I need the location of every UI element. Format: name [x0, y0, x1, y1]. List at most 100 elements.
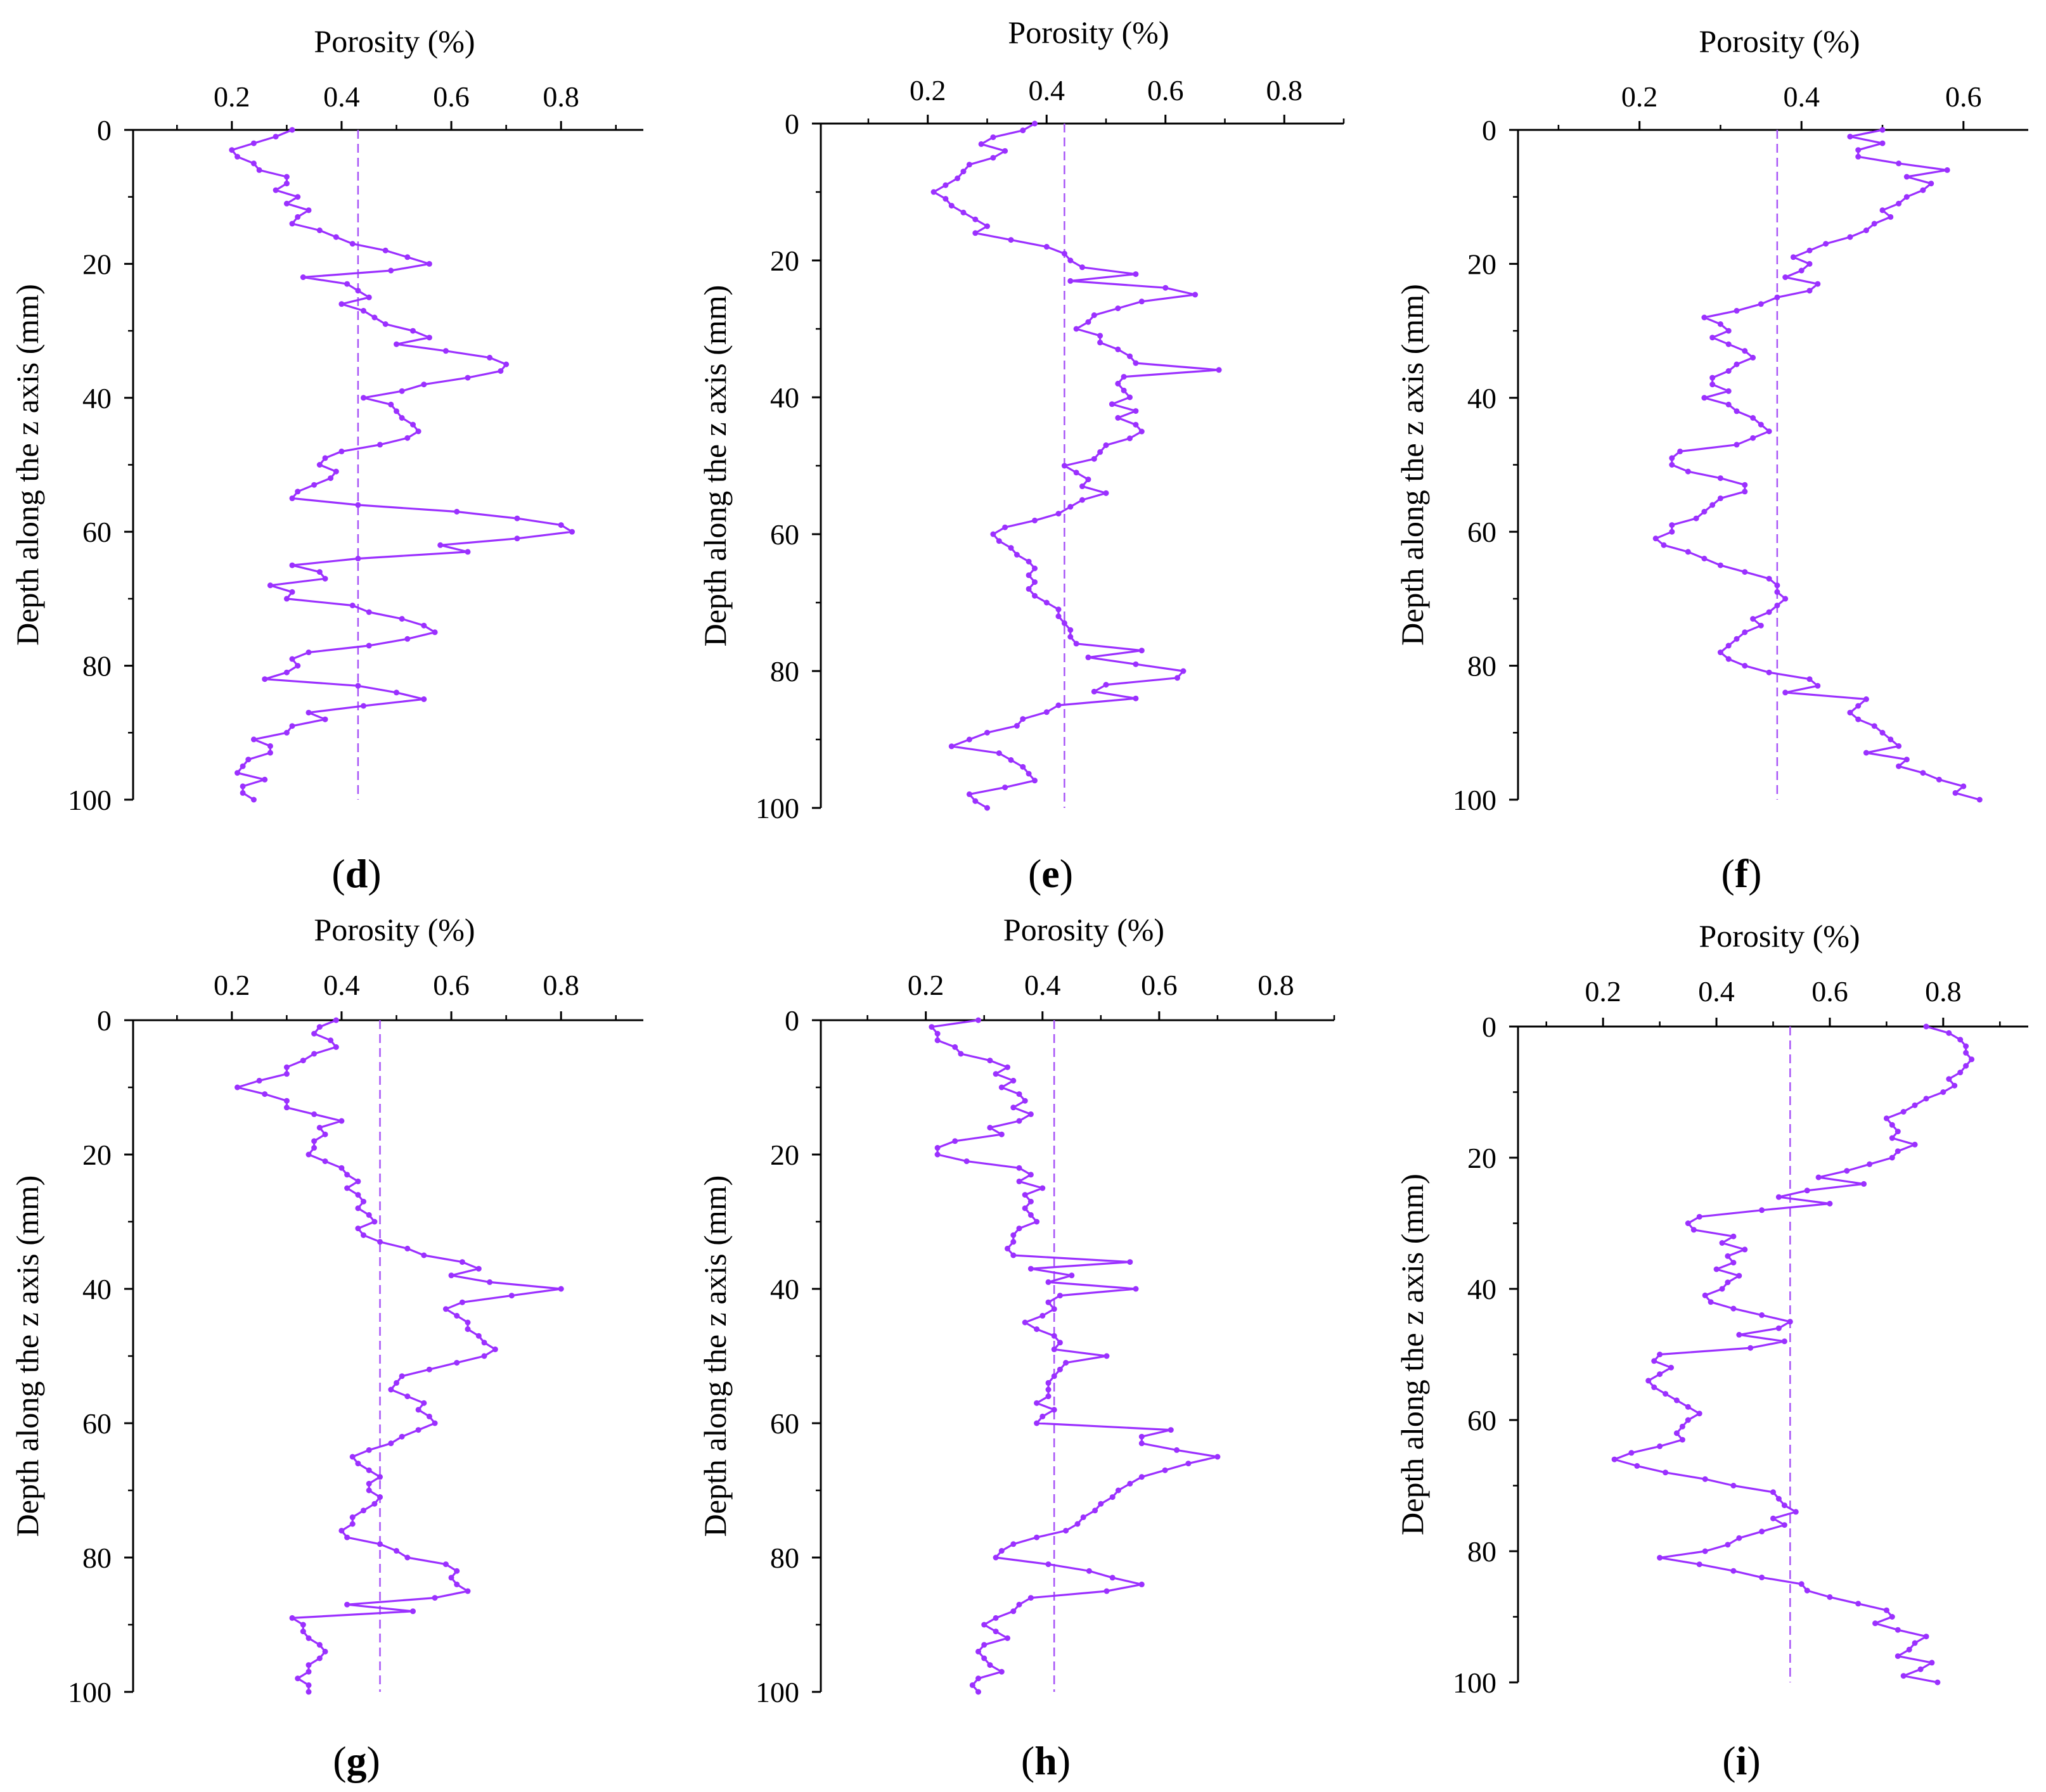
data-point	[1034, 1326, 1040, 1333]
data-point	[1701, 556, 1708, 561]
data-point	[996, 750, 1002, 757]
data-point	[1766, 609, 1772, 615]
data-point	[355, 556, 361, 561]
data-point	[1115, 346, 1121, 352]
data-point	[1936, 776, 1942, 783]
data-point	[459, 1259, 465, 1265]
data-point	[1725, 388, 1732, 394]
data-point	[1709, 374, 1716, 381]
data-point	[1685, 468, 1691, 475]
data-point	[1766, 669, 1772, 675]
data-point	[442, 1306, 449, 1312]
data-point	[1174, 1447, 1180, 1453]
data-point	[1759, 1574, 1765, 1580]
data-point	[1103, 682, 1109, 688]
data-point	[558, 1286, 564, 1292]
data-point	[1138, 1581, 1145, 1587]
data-point	[1896, 743, 1902, 749]
x-tick-label: 0.4	[1698, 975, 1735, 1008]
data-point	[1103, 490, 1109, 496]
data-point	[1736, 1535, 1742, 1541]
data-point	[1669, 522, 1675, 528]
data-point	[333, 1017, 339, 1023]
data-point	[987, 1125, 993, 1131]
y-tick-label: 40	[770, 1273, 799, 1305]
data-point	[388, 401, 394, 407]
data-point	[1774, 603, 1780, 608]
data-point	[306, 710, 312, 716]
data-point	[1730, 1233, 1737, 1239]
data-point	[1742, 629, 1748, 636]
data-point	[1063, 1360, 1069, 1366]
data-point	[229, 147, 235, 153]
data-point	[1969, 1056, 1975, 1063]
x-tick-label: 0.4	[1024, 969, 1061, 1001]
data-point	[1039, 1312, 1046, 1319]
data-point	[966, 162, 972, 168]
data-point	[1823, 241, 1829, 247]
x-tick-label: 0.6	[1945, 80, 1982, 113]
data-point	[1611, 1456, 1618, 1462]
data-point	[1085, 319, 1091, 325]
data-point	[1185, 1461, 1192, 1467]
panel-label-letter: i	[1736, 1738, 1747, 1783]
data-point	[984, 223, 990, 229]
data-point	[1174, 675, 1180, 681]
data-point	[1061, 463, 1067, 469]
data-point	[371, 314, 378, 321]
x-tick-label: 0.8	[1258, 969, 1294, 1001]
data-point	[1929, 1660, 1935, 1666]
data-point	[1719, 1240, 1725, 1246]
data-point	[1701, 509, 1708, 515]
data-point	[283, 1098, 290, 1104]
data-point	[1657, 1352, 1663, 1357]
data-point	[361, 1198, 366, 1205]
data-point	[1815, 682, 1821, 689]
data-point	[1026, 586, 1032, 592]
data-point	[1032, 778, 1038, 784]
y-tick-label: 0	[785, 108, 799, 140]
data-point	[1097, 449, 1103, 455]
data-point	[1067, 634, 1074, 640]
data-point	[1657, 1371, 1663, 1378]
data-point	[426, 260, 432, 267]
data-point	[1775, 1495, 1782, 1502]
y-tick-label: 40	[82, 1273, 112, 1305]
y-axis-title: Depth along the z axis (mm)	[697, 285, 733, 647]
data-point	[934, 1151, 941, 1158]
data-point	[366, 609, 372, 615]
data-point	[1045, 1379, 1052, 1386]
data-point	[990, 134, 996, 141]
data-point	[399, 388, 405, 394]
data-point	[1669, 455, 1675, 461]
data-point	[1138, 1440, 1145, 1447]
y-tick-label: 0	[97, 114, 112, 146]
y-axis-title: Depth along the z axis (mm)	[697, 1175, 733, 1537]
data-point	[1016, 1118, 1022, 1124]
data-point	[338, 1528, 345, 1534]
data-point	[972, 230, 979, 236]
data-point	[1781, 1522, 1787, 1528]
data-point	[289, 495, 295, 501]
data-point	[1693, 515, 1699, 522]
panel-label: (h)	[1021, 1738, 1071, 1783]
panel-label-letter: g	[347, 1738, 367, 1783]
data-point	[1734, 361, 1740, 368]
data-point	[377, 1239, 383, 1245]
data-point	[984, 729, 990, 736]
data-point	[1879, 207, 1886, 214]
data-point	[404, 636, 411, 642]
data-point	[289, 589, 295, 595]
data-point	[1879, 127, 1886, 133]
data-point	[1045, 1299, 1052, 1305]
data-point	[1651, 1358, 1657, 1364]
data-point	[355, 288, 361, 294]
data-point	[1069, 1272, 1075, 1279]
data-point	[475, 1265, 482, 1272]
data-point	[1815, 1174, 1822, 1181]
data-point	[1725, 328, 1732, 334]
data-point	[1920, 187, 1926, 193]
data-point	[1127, 1259, 1133, 1265]
data-point	[300, 1622, 306, 1628]
